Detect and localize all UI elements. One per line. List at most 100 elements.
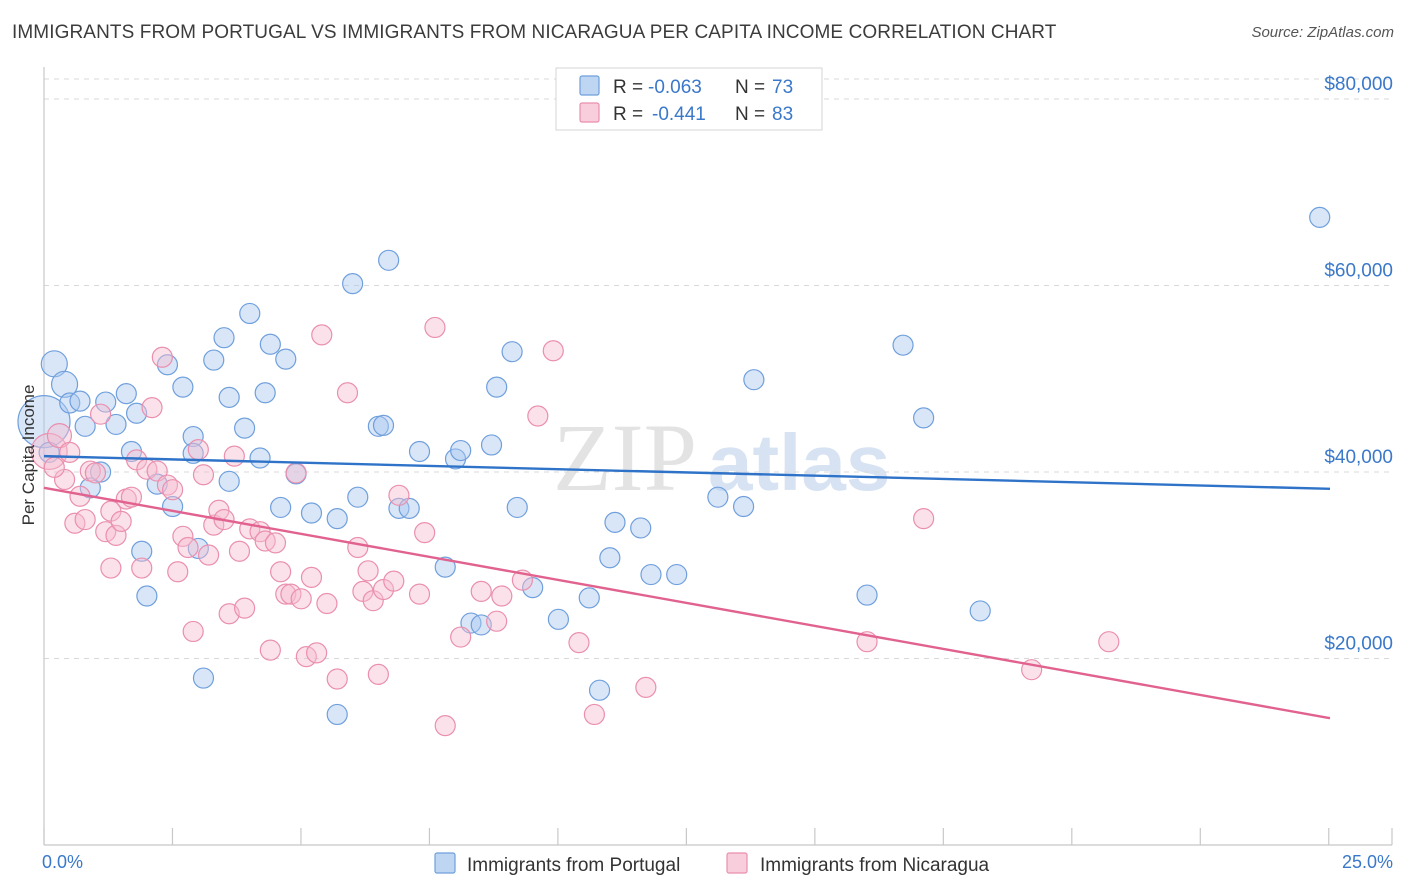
point-portugal (547, 608, 570, 630)
point-portugal (326, 508, 348, 530)
point-portugal (506, 496, 528, 519)
point-nicaragua (172, 525, 194, 547)
point-portugal (450, 439, 472, 462)
point-portugal (182, 425, 204, 448)
point-portugal (326, 703, 348, 726)
point-nicaragua (89, 403, 112, 425)
legend-n-value-nicaragua: 83 (772, 104, 793, 125)
point-nicaragua (234, 597, 256, 619)
point-portugal (136, 585, 158, 607)
point-portugal (131, 540, 153, 562)
series-portugal-points (17, 206, 1331, 726)
bottom-legend-label-nicaragua: Immigrants from Nicaragua (760, 855, 990, 876)
chart-title: IMMIGRANTS FROM PORTUGAL VS IMMIGRANTS F… (12, 22, 1057, 43)
trend-line-nicaragua (43, 486, 1331, 720)
point-portugal (1309, 206, 1331, 229)
bottom-legend: Immigrants from Portugal Immigrants from… (434, 852, 990, 876)
point-nicaragua (311, 324, 333, 346)
watermark-zip: ZIP (553, 404, 697, 511)
point-portugal (74, 415, 96, 437)
point-nicaragua (306, 642, 328, 664)
point-nicaragua (84, 462, 107, 484)
legend-r-label-portugal: R = (613, 77, 643, 98)
point-nicaragua (270, 561, 292, 583)
point-portugal (300, 502, 323, 524)
point-nicaragua (280, 583, 302, 605)
point-nicaragua (357, 560, 379, 582)
point-portugal (640, 563, 662, 586)
trend-lines (43, 454, 1331, 720)
point-portugal (218, 470, 240, 492)
bottom-legend-swatch-portugal (434, 852, 456, 874)
point-portugal (856, 584, 878, 606)
point-nicaragua (913, 508, 935, 530)
point-nicaragua (527, 405, 549, 427)
gridlines (44, 78, 1392, 659)
source-label: Source: ZipAtlas.com (1251, 24, 1394, 41)
point-nicaragua (177, 536, 199, 559)
point-portugal (218, 386, 240, 408)
point-nicaragua (491, 585, 513, 607)
point-portugal (630, 517, 652, 539)
bottom-legend-swatch-nicaragua (726, 852, 748, 874)
point-portugal (913, 407, 935, 429)
point-portugal (378, 249, 400, 271)
point-nicaragua (110, 510, 132, 533)
point-nicaragua (198, 544, 220, 566)
point-nicaragua (326, 668, 348, 690)
point-portugal (480, 434, 503, 456)
point-nicaragua (290, 588, 312, 610)
point-nicaragua (30, 432, 68, 471)
point-portugal (732, 495, 755, 518)
point-portugal (259, 333, 281, 355)
point-nicaragua (542, 340, 564, 362)
point-portugal (743, 369, 765, 391)
point-nicaragua (316, 592, 338, 615)
trend-line-portugal (43, 454, 1331, 490)
series-nicaragua-points (30, 316, 1120, 737)
legend-swatch-nicaragua (579, 102, 600, 123)
point-nicaragua (105, 524, 127, 547)
point-portugal (347, 486, 369, 508)
x-tick-min: 0.0% (42, 852, 83, 872)
point-portugal (234, 417, 256, 439)
point-portugal (275, 348, 297, 370)
point-nicaragua (192, 464, 215, 486)
point-nicaragua (434, 715, 456, 737)
point-portugal (372, 414, 395, 436)
point-portugal (486, 376, 508, 398)
point-portugal (239, 302, 261, 325)
legend-r-value-portugal: -0.063 (648, 77, 702, 98)
watermark: ZIP atlas (553, 404, 890, 511)
point-portugal (105, 413, 127, 436)
point-nicaragua (259, 639, 281, 661)
point-nicaragua (151, 346, 173, 368)
point-portugal (892, 334, 914, 356)
point-nicaragua (408, 583, 431, 605)
y-tick-label: $80,000 (1324, 74, 1393, 95)
point-nicaragua (568, 632, 590, 654)
point-portugal (501, 341, 523, 363)
point-nicaragua (264, 532, 287, 554)
point-portugal (588, 679, 611, 701)
point-portugal (342, 273, 364, 295)
point-portugal (408, 440, 431, 463)
point-nicaragua (187, 439, 209, 461)
y-tick-label: $20,000 (1324, 633, 1393, 654)
point-portugal (434, 556, 456, 578)
point-nicaragua (388, 484, 410, 506)
y-tick-labels: $20,000 $40,000 $60,000 $80,000 (1324, 74, 1393, 655)
y-tick-label: $60,000 (1324, 260, 1393, 281)
point-nicaragua (635, 676, 657, 699)
point-nicaragua (367, 663, 389, 685)
legend-n-label-nicaragua: N = (735, 104, 765, 125)
point-nicaragua (59, 441, 81, 464)
point-nicaragua (228, 540, 251, 562)
legend-n-value-portugal: 73 (772, 77, 793, 98)
point-nicaragua (167, 561, 189, 583)
point-portugal (213, 327, 235, 349)
point-nicaragua (182, 620, 204, 643)
point-portugal (254, 382, 276, 404)
point-nicaragua (486, 610, 508, 632)
